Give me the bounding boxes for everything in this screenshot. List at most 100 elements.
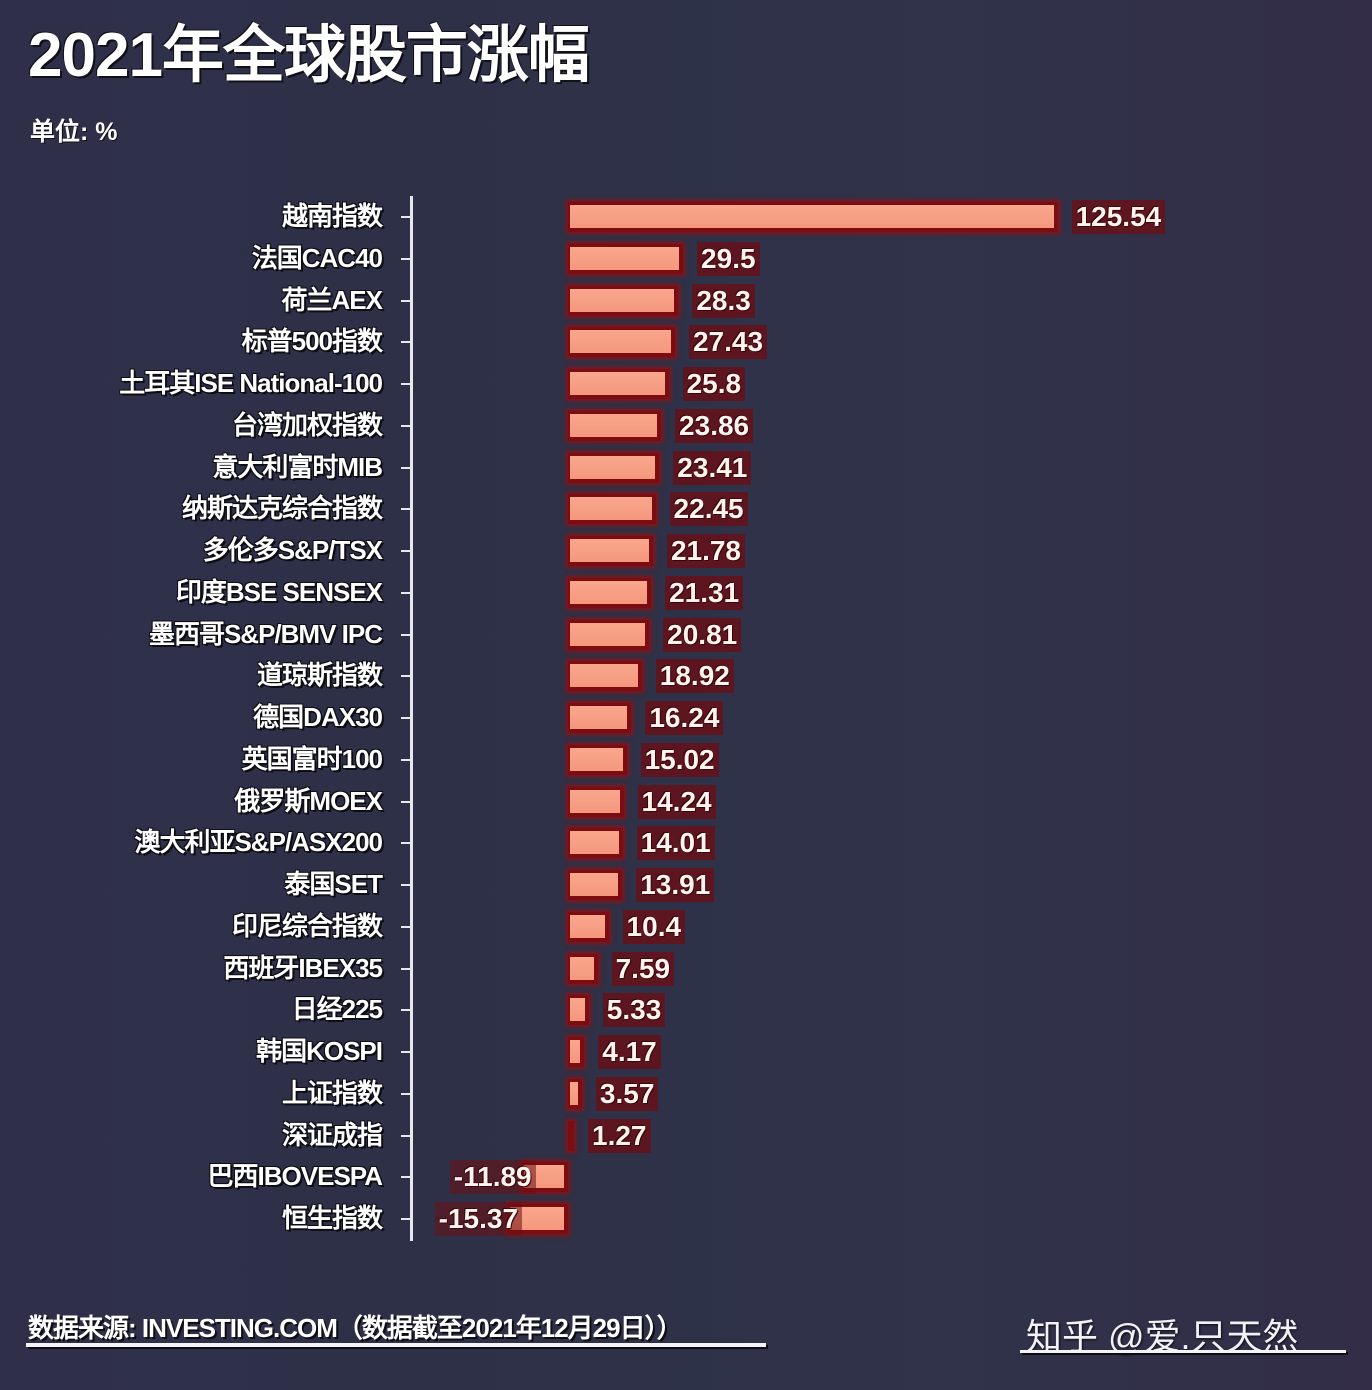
chart-row: 上证指数 3.57	[0, 1073, 1372, 1115]
category-label: 泰国SET	[284, 869, 383, 899]
data-source-note: 数据来源: INVESTING.COM（数据截至2021年12月29日））	[28, 1313, 683, 1343]
value-label: 14.01	[636, 826, 715, 861]
axis-tick	[401, 591, 411, 594]
category-label: 韩国KOSPI	[256, 1036, 383, 1066]
value-label: 16.24	[645, 701, 724, 735]
category-label: 纳斯达克综合指数	[181, 493, 383, 524]
chart-row: 土耳其ISE National-100 25.8	[0, 363, 1372, 405]
bar	[568, 285, 679, 316]
axis-tick	[401, 1176, 411, 1179]
bar-fill	[570, 622, 646, 646]
axis-tick	[401, 1009, 411, 1012]
bar-fill	[570, 413, 658, 437]
category-label: 道琼斯指数	[256, 660, 383, 691]
bar	[568, 786, 624, 817]
chart-row: 德国DAX30 16.24	[0, 697, 1372, 739]
bar-fill	[570, 789, 620, 813]
axis-tick	[401, 675, 411, 678]
axis-tick	[401, 1092, 411, 1095]
bar-fill	[570, 914, 605, 938]
category-label: 多伦多S&P/TSX	[202, 535, 383, 565]
bar-fill	[570, 1081, 578, 1105]
category-label: 标普500指数	[241, 326, 383, 357]
axis-tick	[401, 717, 411, 719]
bar-fill	[570, 664, 638, 688]
axis-tick	[401, 884, 411, 886]
chart-row: 墨西哥S&P/BMV IPC 20.81	[0, 614, 1372, 656]
category-label: 俄罗斯MOEX	[234, 785, 383, 816]
chart-row: 恒生指数 -15.37	[0, 1198, 1372, 1240]
bar	[568, 1037, 585, 1067]
bar	[568, 911, 609, 942]
chart-row: 俄罗斯MOEX 14.24	[0, 781, 1372, 823]
axis-tick	[401, 424, 411, 427]
bar-fill	[570, 288, 675, 312]
chart-row: 荷兰AEX 28.3	[0, 280, 1372, 322]
axis-tick	[401, 800, 411, 803]
chart-row: 深证成指 1.27	[0, 1115, 1372, 1157]
chart-row: 标普500指数 27.43	[0, 321, 1372, 363]
bar-fill	[570, 246, 680, 270]
bar	[568, 202, 1058, 232]
bar	[568, 452, 660, 483]
chart-row: 印度BSE SENSEX 21.31	[0, 572, 1372, 614]
category-label: 英国富时100	[241, 743, 383, 774]
value-label: 21.78	[666, 534, 746, 568]
bar	[568, 1120, 574, 1151]
value-label: 14.24	[637, 784, 716, 819]
bar	[568, 619, 650, 650]
axis-tick	[401, 1051, 411, 1053]
bar-fill	[570, 873, 619, 896]
chart-row: 韩国KOSPI 4.17	[0, 1031, 1372, 1073]
value-label: 25.8	[682, 367, 746, 401]
axis-tick	[401, 967, 411, 970]
value-label: 3.57	[595, 1076, 659, 1111]
value-label: 125.54	[1071, 200, 1166, 234]
value-label: 27.43	[688, 325, 768, 360]
value-label: 7.59	[611, 951, 675, 986]
value-label: 29.5	[697, 241, 760, 276]
bar-fill	[570, 330, 671, 354]
bar	[568, 953, 598, 984]
axis-tick	[401, 299, 411, 302]
chart-row: 越南指数 125.54	[0, 196, 1372, 238]
category-label: 德国DAX30	[253, 702, 383, 732]
unit-label: 单位: %	[30, 118, 118, 146]
category-label: 台湾加权指数	[231, 409, 383, 440]
bar	[568, 661, 642, 692]
axis-tick	[401, 1218, 411, 1220]
axis-tick	[401, 257, 411, 260]
category-label: 澳大利亚S&P/ASX200	[134, 827, 383, 858]
bar	[568, 410, 662, 441]
category-label: 荷兰AEX	[281, 284, 383, 315]
chart-row: 纳斯达克综合指数 22.45	[0, 488, 1372, 530]
value-label: 1.27	[588, 1118, 651, 1153]
bar	[568, 1078, 582, 1109]
footer-divider	[26, 1343, 766, 1347]
bar	[568, 703, 632, 733]
value-label: 5.33	[602, 993, 666, 1028]
axis-tick	[401, 508, 411, 511]
value-label: 10.4	[622, 909, 686, 944]
value-label: 23.41	[673, 450, 752, 485]
bar	[568, 744, 627, 775]
bar	[568, 243, 684, 274]
chart-row: 巴西IBOVESPA -11.89	[0, 1156, 1372, 1198]
value-label: -15.37	[434, 1202, 523, 1236]
bar	[568, 369, 669, 399]
category-label: 印度BSE SENSEX	[175, 576, 383, 607]
category-label: 日经225	[291, 994, 383, 1025]
category-label: 土耳其ISE National-100	[119, 368, 383, 398]
bar	[568, 577, 652, 608]
axis-tick	[401, 842, 411, 845]
bar	[568, 995, 589, 1026]
category-label: 西班牙IBEX35	[223, 952, 383, 983]
category-label: 意大利富时MIB	[212, 451, 383, 482]
bar-fill	[570, 706, 628, 729]
value-label: 13.91	[636, 868, 715, 902]
bar-fill	[570, 372, 665, 395]
axis-tick	[401, 925, 411, 928]
bar-fill	[570, 539, 649, 562]
bar-fill	[570, 998, 585, 1022]
